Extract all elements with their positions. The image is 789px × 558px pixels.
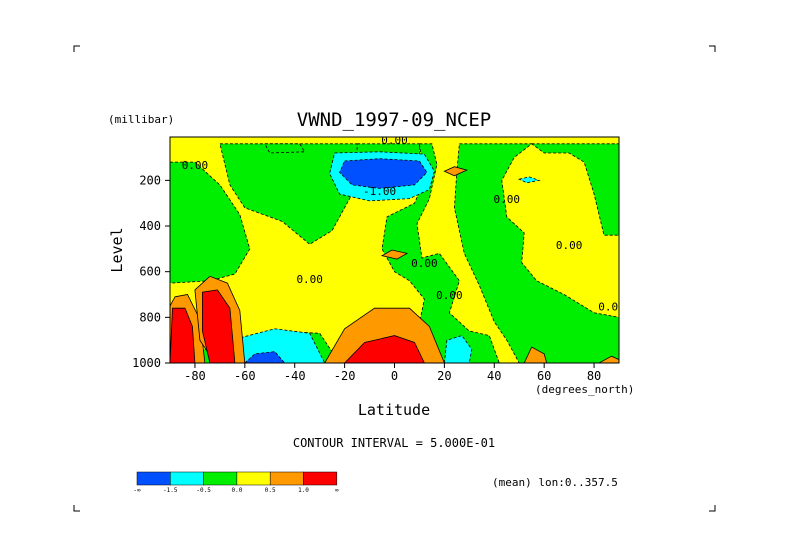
y-tick-label: 1000	[132, 356, 161, 370]
colorbar-swatch	[236, 471, 271, 486]
contour-region-1	[170, 161, 251, 284]
contour-region-9	[339, 158, 428, 189]
x-tick-label: -20	[334, 369, 356, 383]
colorbar-swatch	[136, 471, 171, 486]
y-tick-label: 400	[139, 219, 161, 233]
x-tick-label: -80	[184, 369, 206, 383]
contour-label: -1.00	[363, 185, 396, 198]
crop-marks	[73, 45, 716, 512]
y-units-label: (millibar)	[108, 113, 174, 126]
x-units-label: (degrees_north)	[535, 383, 634, 396]
contour-region-24	[264, 143, 306, 154]
x-axis: -80 -60 -40 -20 0 20 40 60 80	[184, 363, 601, 383]
contour-region-18	[344, 335, 425, 363]
colorbar: -∞ -1.5 -0.5 0.0 0.5 1.0 ∞	[133, 471, 339, 494]
contour-region-10	[224, 328, 326, 363]
x-tick-label: -40	[284, 369, 306, 383]
contour-region-7	[530, 143, 619, 236]
colorbar-swatch	[269, 471, 304, 486]
contour-region-17	[201, 289, 236, 363]
colorbar-label: 0.0	[231, 487, 242, 494]
contour-region-11	[244, 351, 286, 363]
y-axis: 200 400 600 800 1000	[132, 173, 170, 370]
contour-label: 0.00	[556, 239, 583, 252]
contour-label: 0.00	[296, 273, 323, 286]
averaging-text: (mean) lon:0..357.5	[492, 476, 618, 489]
contour-fill-layer	[170, 137, 619, 363]
contour-interval-text: CONTOUR INTERVAL = 5.000E-01	[293, 436, 495, 450]
y-axis-label: Level	[108, 227, 126, 272]
colorbar-swatch	[170, 471, 204, 486]
colorbar-label: -∞	[133, 487, 141, 494]
x-tick-label: 60	[537, 369, 551, 383]
colorbar-swatch	[203, 471, 238, 486]
y-tick-label: 200	[139, 173, 161, 187]
colorbar-label: 1.0	[298, 487, 309, 494]
contour-label: 0.00	[182, 159, 209, 172]
contour-label: 0.00	[494, 193, 521, 206]
contour-region-21	[380, 249, 409, 260]
contour-region-19	[523, 346, 548, 363]
colorbar-label: -0.5	[196, 487, 211, 494]
x-tick-label: 80	[587, 369, 601, 383]
contour-label: 0.00	[598, 300, 625, 313]
contour-region-12	[443, 335, 473, 363]
contour-label: 0.00	[436, 289, 463, 302]
y-tick-label: 800	[139, 310, 161, 324]
x-axis-label: Latitude	[358, 401, 430, 419]
contour-region-6	[453, 143, 619, 363]
colorbar-label: -1.5	[163, 487, 178, 494]
colorbar-label: ∞	[335, 487, 339, 494]
colorbar-label: 0.5	[265, 487, 276, 494]
x-tick-label: 0	[391, 369, 398, 383]
contour-region-23	[517, 176, 541, 184]
contour-label: 0.00	[411, 257, 438, 270]
x-tick-label: 20	[437, 369, 451, 383]
contour-region-20	[598, 355, 619, 363]
contour-label-layer: 0.00 0.00 -1.00 0.00 0.00 0.00 0.00 0.00 0.00	[182, 134, 625, 313]
x-tick-label: 40	[487, 369, 501, 383]
y-tick-label: 600	[139, 265, 161, 279]
chart-title: VWND_1997-09_NCEP	[297, 109, 491, 131]
contour-region-22	[443, 166, 468, 177]
x-tick-label: -60	[234, 369, 256, 383]
colorbar-swatch	[303, 471, 338, 486]
contour-label: 0.00	[381, 134, 408, 147]
